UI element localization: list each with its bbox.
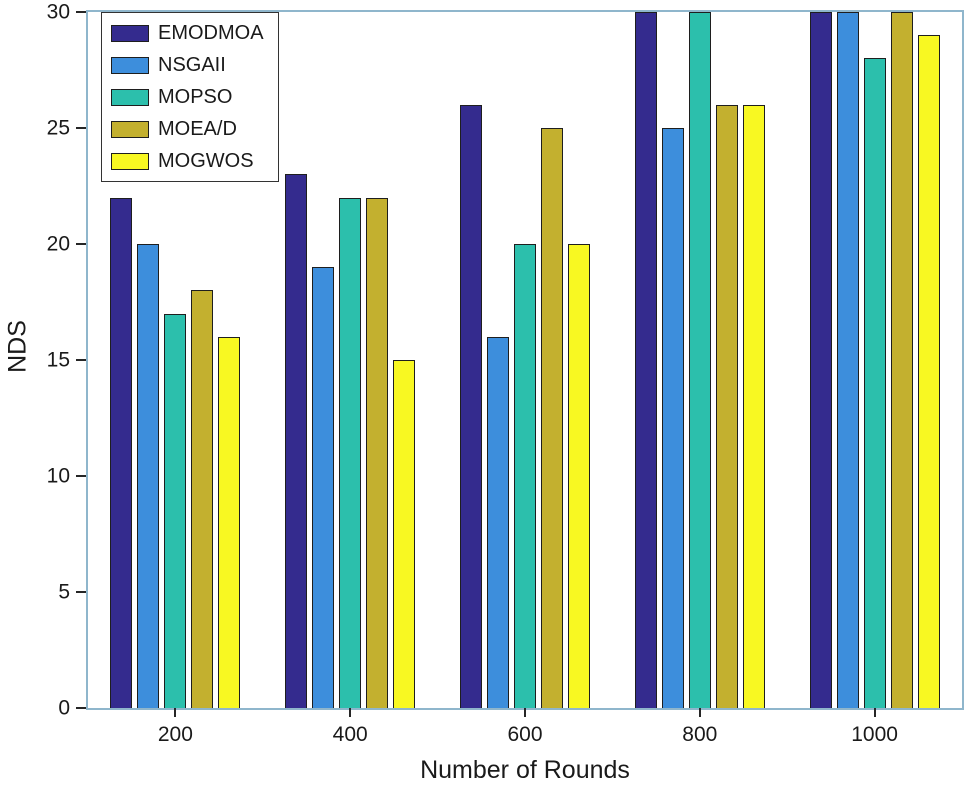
x-tick-label-400: 400 xyxy=(332,723,368,746)
bar-mopso-600 xyxy=(513,244,536,708)
y-tick-mark-15 xyxy=(76,359,86,361)
x-axis-label: Number of Rounds xyxy=(420,756,630,784)
bar-mogwos-1000 xyxy=(917,35,940,708)
y-tick-label-5: 5 xyxy=(58,580,70,604)
bar-nsgaii-600 xyxy=(486,336,509,708)
legend-label-nsgaii: NSGAII xyxy=(158,54,226,76)
y-tick-mark-0 xyxy=(76,707,86,709)
y-tick-label-20: 20 xyxy=(46,232,70,256)
x-tick-mark-200 xyxy=(174,708,177,717)
bar-nsgaii-1000 xyxy=(836,12,859,708)
y-tick-label-0: 0 xyxy=(58,696,70,720)
legend-swatch-nsgaii xyxy=(111,56,149,74)
bar-group-400 xyxy=(263,12,438,708)
bar-mopso-800 xyxy=(688,12,711,708)
legend-label-emodmoa: EMODMOA xyxy=(158,22,264,44)
x-tick-label-800: 800 xyxy=(682,723,718,746)
bar-mogwos-200 xyxy=(218,336,241,708)
bar-group-1000 xyxy=(787,12,962,708)
bar-nsgaii-200 xyxy=(137,244,160,708)
bar-mopso-400 xyxy=(339,197,362,708)
legend: EMODMOA NSGAII MOPSO MOEA/D MOGWOS xyxy=(101,12,279,182)
y-tick-label-10: 10 xyxy=(46,464,70,488)
bar-mogwos-400 xyxy=(393,360,416,708)
x-tick-mark-1000 xyxy=(873,708,876,717)
y-tick-mark-5 xyxy=(76,591,86,594)
x-tick-label-600: 600 xyxy=(507,723,543,746)
x-tick-mark-600 xyxy=(524,708,526,717)
legend-label-mogwos: MOGWOS xyxy=(158,150,254,172)
bar-mogwos-600 xyxy=(567,244,590,708)
y-tick-label-30: 30 xyxy=(46,0,70,24)
x-tick-mark-800 xyxy=(698,708,701,717)
y-tick-label-25: 25 xyxy=(46,116,70,140)
y-tick-mark-30 xyxy=(76,11,86,13)
y-tick-mark-10 xyxy=(76,475,86,478)
bar-emodmoa-800 xyxy=(634,12,657,708)
legend-entry-emodmoa: EMODMOA xyxy=(111,21,264,45)
bar-emodmoa-600 xyxy=(459,104,482,708)
y-tick-label-15: 15 xyxy=(46,348,70,372)
bar-moead-1000 xyxy=(890,12,913,708)
bar-moead-400 xyxy=(366,197,389,708)
legend-swatch-mopso xyxy=(111,88,149,106)
legend-entry-moead: MOEA/D xyxy=(111,117,264,141)
bar-groups xyxy=(88,12,962,708)
legend-swatch-moead xyxy=(111,120,149,138)
bar-emodmoa-1000 xyxy=(809,12,832,708)
x-tick-label-200: 200 xyxy=(157,723,193,746)
bar-emodmoa-400 xyxy=(285,174,308,708)
bar-group-800 xyxy=(612,12,787,708)
y-tick-mark-20 xyxy=(76,243,86,246)
bar-nsgaii-800 xyxy=(661,128,684,708)
y-tick-mark-25 xyxy=(76,127,86,129)
y-axis-label: NDS xyxy=(3,320,32,373)
x-tick-label-1000: 1000 xyxy=(851,723,898,746)
legend-label-mopso: MOPSO xyxy=(158,86,233,108)
legend-entry-nsgaii: NSGAII xyxy=(111,53,264,77)
bar-mopso-200 xyxy=(164,313,187,708)
legend-entry-mogwos: MOGWOS xyxy=(111,149,264,173)
bar-moead-200 xyxy=(191,290,214,708)
bar-group-200 xyxy=(88,12,263,708)
legend-swatch-mogwos xyxy=(111,152,149,170)
bar-nsgaii-400 xyxy=(312,267,335,708)
legend-entry-mopso: MOPSO xyxy=(111,85,264,109)
plot-area: 0 5 10 15 20 25 30 200 400 600 800 1000 EMODMOA NSG… xyxy=(47,2,964,745)
bar-emodmoa-200 xyxy=(110,197,133,708)
bar-moead-600 xyxy=(540,128,563,708)
legend-label-moead: MOEA/D xyxy=(158,118,237,140)
legend-swatch-emodmoa xyxy=(111,24,149,42)
bar-mogwos-800 xyxy=(742,104,765,708)
bar-moead-800 xyxy=(715,104,738,708)
bar-mopso-1000 xyxy=(863,58,886,708)
x-tick-mark-400 xyxy=(349,708,352,717)
bar-group-600 xyxy=(438,12,613,708)
